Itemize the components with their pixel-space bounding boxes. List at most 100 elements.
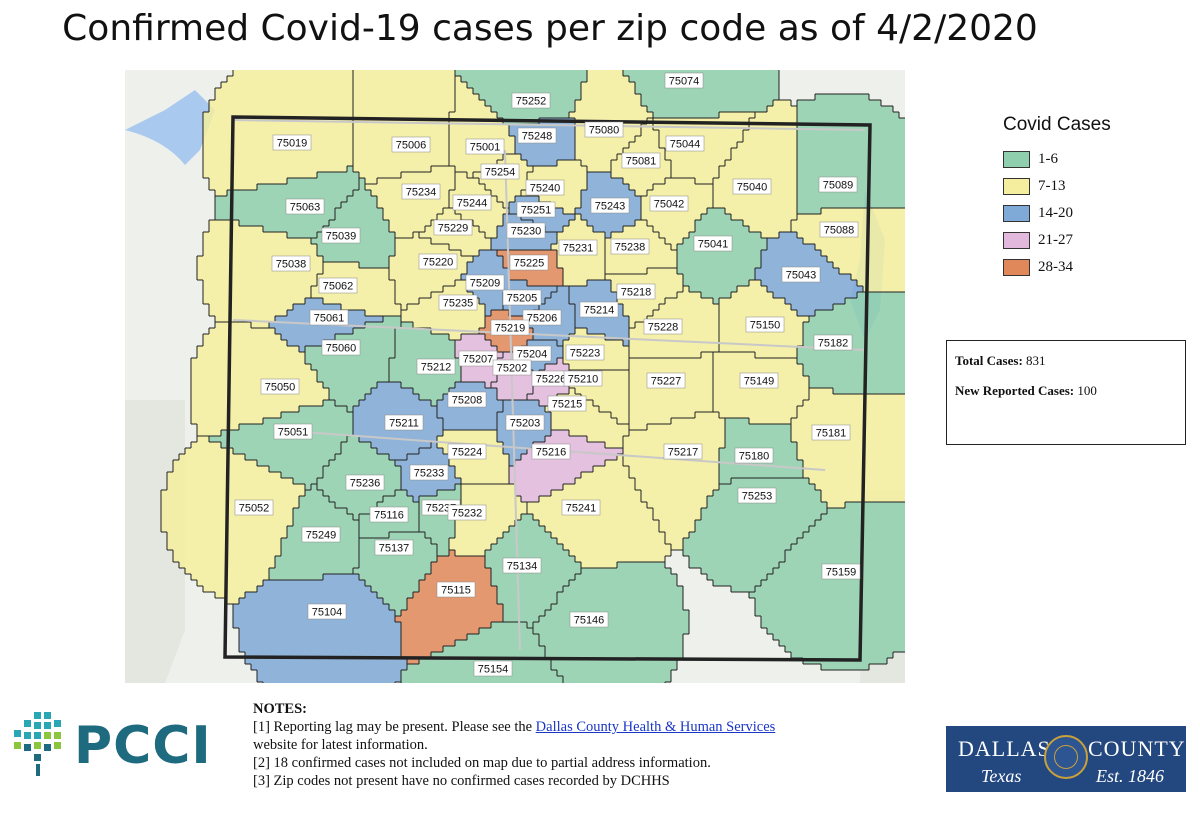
- zip-region-75088[interactable]: [791, 208, 905, 292]
- note-1-cont: website for latest information.: [253, 737, 428, 753]
- zip-label-box: [401, 183, 441, 200]
- zip-label-75214: 75214: [579, 301, 619, 318]
- zip-label-75006: 75006: [391, 136, 431, 153]
- zip-label-text: 75062: [323, 281, 354, 293]
- zip-label-box: [664, 72, 704, 89]
- zip-label-box: [737, 487, 777, 504]
- zip-region-75253[interactable]: [683, 478, 827, 592]
- page-title: Confirmed Covid-19 cases per zip code as…: [62, 8, 1038, 49]
- legend: Covid Cases 1-6 7-13 14-20 21-27 28-34: [1003, 114, 1173, 281]
- zip-label-75223: 75223: [565, 344, 605, 361]
- zip-label-text: 75236: [350, 478, 381, 490]
- zip-label-box: [734, 447, 774, 464]
- dchhs-link[interactable]: Dallas County Health & Human Services: [535, 719, 776, 735]
- zip-label-box: [234, 499, 274, 516]
- zip-label-box: [506, 222, 546, 239]
- zip-label-75225: 75225: [509, 254, 549, 271]
- zip-label-text: 75050: [265, 382, 296, 394]
- zip-region-75052[interactable]: [161, 436, 305, 604]
- zip-label-75041: 75041: [693, 235, 733, 252]
- zip-label-box: [480, 163, 520, 180]
- zip-label-box: [745, 316, 785, 333]
- zip-label-box: [433, 219, 473, 236]
- zip-region-75220[interactable]: [389, 232, 473, 310]
- zip-label-75231: 75231: [558, 239, 598, 256]
- zip-region-75159[interactable]: [749, 502, 905, 670]
- zip-label-75104: 75104: [307, 603, 347, 620]
- zip-label-text: 75233: [414, 468, 445, 480]
- zip-label-text: 75204: [517, 349, 548, 361]
- zip-label-box: [301, 526, 341, 543]
- zip-label-text: 75212: [421, 362, 452, 374]
- zip-label-box: [561, 499, 601, 516]
- zip-region-75089[interactable]: [797, 94, 905, 214]
- zip-region-75051[interactable]: [209, 400, 353, 490]
- note-3: [3] Zip codes not present have no confir…: [253, 773, 670, 789]
- zip-region-75019[interactable]: [203, 70, 353, 196]
- zip-label-text: 75232: [452, 508, 483, 520]
- zip-region-75040[interactable]: [713, 100, 797, 238]
- zip-label-text: 75116: [374, 510, 404, 522]
- zip-label-box: [547, 395, 587, 412]
- zip-label-75234: 75234: [401, 183, 441, 200]
- zip-label-box: [307, 603, 347, 620]
- zip-label-box: [369, 506, 409, 523]
- zip-label-box: [490, 319, 530, 336]
- notes: NOTES: [1] Reporting lag may be present.…: [253, 700, 893, 790]
- zip-label-75228: 75228: [643, 318, 683, 335]
- zip-label-text: 75249: [306, 530, 337, 542]
- zip-region-75115[interactable]: [395, 550, 503, 664]
- zip-label-box: [569, 611, 609, 628]
- zip-region-75137[interactable]: [353, 532, 437, 616]
- zip-label-box: [409, 464, 449, 481]
- zip-label-text: 75203: [510, 418, 541, 430]
- zip-label-text: 75231: [563, 243, 594, 255]
- zip-label-box: [374, 539, 414, 556]
- zip-label-text: 75218: [621, 287, 652, 299]
- zip-label-75244: 75244: [452, 194, 492, 211]
- zip-region-75041[interactable]: [677, 208, 767, 304]
- zip-region-75039[interactable]: [311, 178, 395, 268]
- zip-region-75181[interactable]: [791, 388, 905, 508]
- zip-region-75038[interactable]: [197, 220, 323, 328]
- zip-label-75243: 75243: [590, 197, 630, 214]
- zip-label-text: 75226: [536, 374, 567, 386]
- zip-label-box: [693, 235, 733, 252]
- zip-label-text: 75052: [239, 503, 270, 515]
- zip-label-text: 75042: [654, 199, 685, 211]
- zip-label-text: 75207: [463, 354, 494, 366]
- zip-label-75209: 75209: [465, 274, 505, 291]
- legend-label: 28-34: [1038, 259, 1073, 275]
- zip-label-text: 75240: [530, 183, 561, 195]
- zip-label-box: [643, 318, 683, 335]
- zip-label-text: 75252: [516, 96, 547, 108]
- zip-region-75074[interactable]: [623, 70, 779, 118]
- zip-region-75232[interactable]: [449, 484, 527, 556]
- legend-item: 21-27: [1003, 227, 1173, 254]
- note-1-text: [1] Reporting lag may be present. Please…: [253, 719, 533, 735]
- zip-label-text: 75238: [615, 242, 646, 254]
- zip-label-75230: 75230: [506, 222, 546, 239]
- zip-label-box: [565, 344, 605, 361]
- zip-label-text: 75001: [470, 142, 501, 154]
- zip-region-75146[interactable]: [533, 562, 689, 683]
- zip-label-75235: 75235: [438, 294, 478, 311]
- zip-region-75050[interactable]: [191, 322, 329, 436]
- zip-label-text: 75227: [651, 376, 682, 388]
- zip-label-75215: 75215: [547, 395, 587, 412]
- zip-label-text: 75115: [441, 585, 471, 597]
- legend-label: 14-20: [1038, 205, 1073, 221]
- zip-label-text: 75248: [522, 131, 553, 143]
- legend-swatch: [1003, 205, 1030, 222]
- zip-label-75252: 75252: [511, 92, 551, 109]
- zip-code-map[interactable]: 75074 75252 75248 75080 75019 75006 75001 75044…: [125, 70, 905, 683]
- zip-label-box: [273, 423, 313, 440]
- zip-region-75227[interactable]: [629, 352, 713, 430]
- zip-label-box: [321, 227, 361, 244]
- zip-label-text: 75104: [312, 607, 343, 619]
- legend-item: 28-34: [1003, 254, 1173, 281]
- zip-label-box: [492, 359, 532, 376]
- zip-region-75006[interactable]: [353, 70, 455, 184]
- zip-region-75154[interactable]: [401, 622, 563, 683]
- county-text: COUNTY: [1088, 736, 1186, 761]
